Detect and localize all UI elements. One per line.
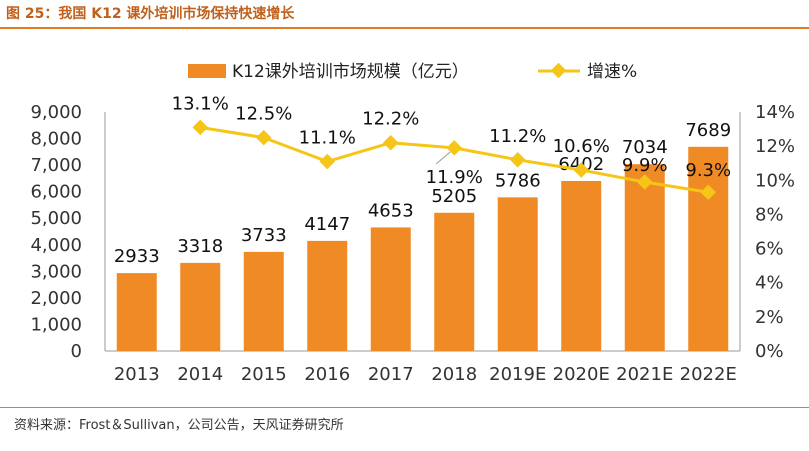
growth-value-label: 9.3% [685,160,731,181]
y-left-tick-label: 4,000 [30,235,82,256]
bar [243,251,284,351]
growth-value-labels: 13.1% 12.5% 11.1% 12.2% 11.9% 11.2% 10.6% 9.9% 9… [172,93,731,187]
bar-value-label: 2933 [114,246,160,267]
y-right-tick-label: 6% [755,239,784,260]
growth-point [509,152,526,168]
y-left-tick-label: 9,000 [30,102,82,123]
x-tick-label: 2017 [368,364,414,385]
growth-value-label: 11.1% [299,128,356,149]
x-tick-label: 2016 [304,364,350,385]
bar [370,227,411,351]
y-right-tick-label: 14% [755,102,795,123]
bar [434,212,475,351]
y-right-tick-label: 4% [755,273,784,294]
x-tick-label: 2014 [177,364,223,385]
bar-value-label: 5205 [431,186,477,207]
y-right-tick-label: 0% [755,341,784,362]
x-tick-label: 2013 [114,364,160,385]
chart-area: K12课外培训市场规模（亿元） 增速% 0 1,000 2,000 3,000 4,000… [30,62,795,385]
legend-bar-swatch [188,64,226,78]
bar [688,146,729,351]
growth-point [636,174,653,190]
x-tick-label: 2015 [241,364,287,385]
y-axis-left: 0 1,000 2,000 3,000 4,000 5,000 6,000 7,000 8,00… [30,102,106,362]
x-axis: 2013 2014 2015 2016 2017 2018 2019E 2020E 2021E 2… [105,350,740,385]
x-tick-label: 2020E [553,364,610,385]
legend-line-marker [550,62,567,79]
y-left-tick-label: 8,000 [30,129,82,150]
growth-value-label: 9.9% [622,155,668,176]
growth-value-label: 11.2% [489,126,546,147]
y-right-tick-label: 10% [755,170,795,191]
growth-point [255,129,272,146]
growth-point [192,119,209,136]
y-right-tick-label: 8% [755,204,784,225]
x-tick-label: 2022E [680,364,737,385]
y-left-tick-label: 3,000 [30,261,82,282]
bar-series [116,146,729,351]
y-left-tick-label: 7,000 [30,155,82,176]
source-note: 资料来源：Frost＆Sullivan，公司公告，天风证券研究所 [14,418,344,433]
growth-value-label: 11.9% [426,167,483,188]
bar-value-label: 3733 [241,225,287,246]
legend-bar-label: K12课外培训市场规模（亿元） [232,62,469,82]
y-left-tick-label: 6,000 [30,182,82,203]
y-left-tick-label: 0 [71,341,82,362]
bar [180,262,221,351]
growth-point [700,184,717,201]
y-right-tick-label: 12% [755,136,795,157]
growth-value-label: 13.1% [172,93,229,114]
growth-value-label: 12.5% [235,104,292,125]
y-axis-right: 0% 2% 4% 6% 8% 10% 12% 14% [739,102,795,362]
growth-point [573,162,590,178]
legend: K12课外培训市场规模（亿元） 增速% [188,62,637,82]
title-divider [0,27,809,29]
bar-value-label: 7034 [622,137,668,158]
bar-value-label: 4147 [304,214,350,235]
x-tick-label: 2019E [489,364,546,385]
y-left-tick-label: 1,000 [30,314,82,335]
x-tick-label: 2021E [616,364,673,385]
growth-point [382,134,399,151]
bar-value-label: 7689 [685,120,731,141]
figure-title: 图 25：我国 K12 课外培训市场保持快速增长 [6,6,295,22]
y-left-tick-label: 5,000 [30,208,82,229]
bar [561,180,602,351]
bar [116,273,157,351]
bar-value-label: 5786 [495,170,541,191]
growth-value-label: 10.6% [553,136,610,157]
bar [624,164,665,351]
footer-divider [0,407,809,408]
bar [307,240,348,351]
y-left-tick-label: 2,000 [30,288,82,309]
growth-value-label: 12.2% [362,109,419,130]
legend-line-label: 增速% [587,62,637,82]
bar [497,197,538,351]
x-tick-label: 2018 [431,364,477,385]
bar-value-label: 3318 [177,236,223,257]
growth-line-series [192,119,717,201]
label-leader-line [435,151,451,165]
bar-value-label: 4653 [368,200,414,221]
growth-point [319,153,336,170]
y-right-tick-label: 2% [755,307,784,328]
